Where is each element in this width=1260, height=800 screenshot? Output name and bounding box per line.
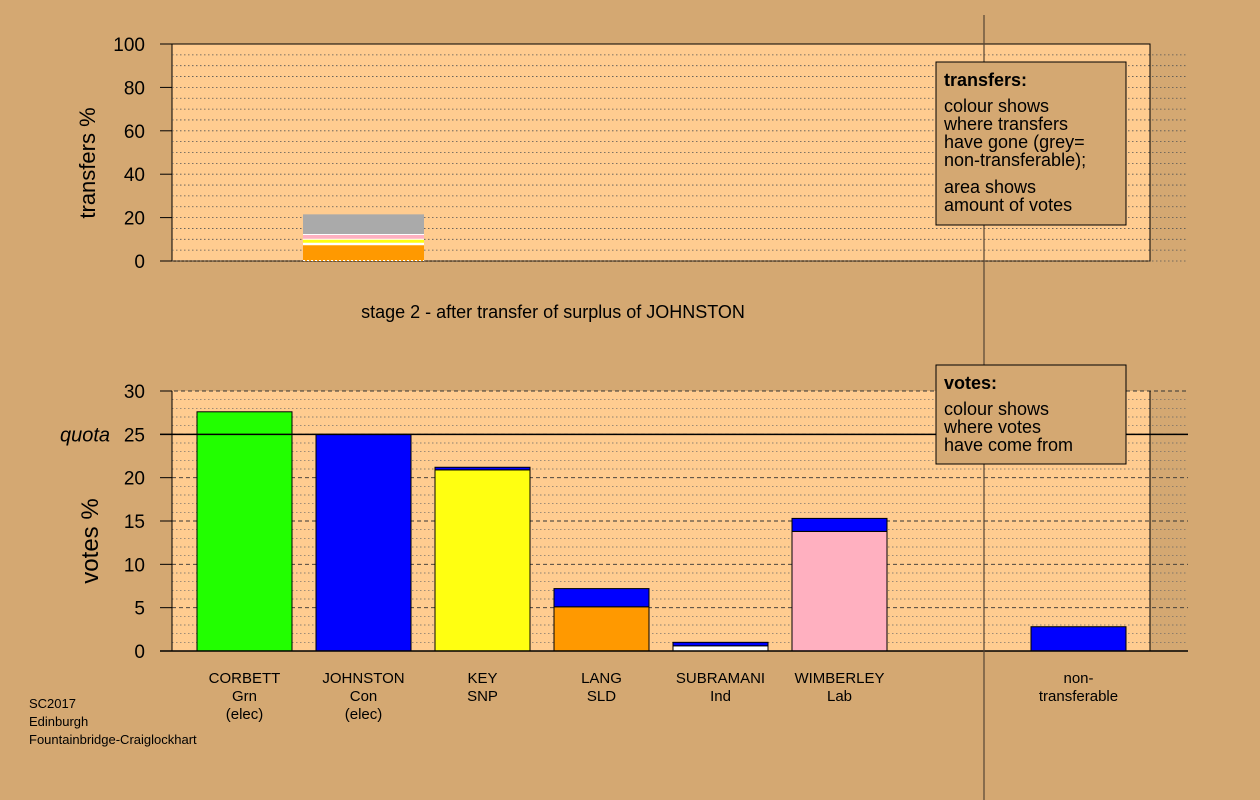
candidate-party: Ind [710,688,731,705]
candidate-bar-corbett [196,411,293,652]
votes-y-tick-label: 15 [124,512,145,533]
candidate-name: WIMBERLEY [794,670,884,687]
transfers-bars [303,214,424,261]
votes-y-tick-label: 10 [124,555,145,576]
candidate-name: CORBETT [209,670,281,687]
vote-segment-lab [791,530,888,652]
vote-segment-con [791,517,888,532]
legend-line: where transfers [943,114,1068,134]
non-transferable-label: transferable [1039,688,1118,705]
footer-election: SC2017 [29,696,76,711]
candidate-name: LANG [581,670,622,687]
vote-segment-con [315,433,412,652]
vote-segment-sld [553,606,650,652]
legend-box [935,364,1127,465]
candidate-party: Grn [232,688,257,705]
candidate-party: SLD [587,688,616,705]
chart-title: stage 2 - after transfer of surplus of J… [361,302,745,322]
votes-y-tick-label: 25 [124,425,145,446]
transfers-y-tick-label: 60 [124,122,145,143]
transfers-y-axis-label: transfers % [75,107,100,218]
non-transferable-label: non- [1063,670,1093,687]
legend-box [935,61,1127,226]
legend-line: area shows [944,177,1036,197]
candidate-bar-wimberley [791,517,888,652]
candidate-bar-lang [553,588,650,652]
legend-title: votes: [944,373,997,393]
legend-line: where votes [943,417,1041,437]
transfer-segment-non_transferable [303,214,424,235]
candidate-bar-johnston [315,433,412,652]
footer-ward: Fountainbridge-Craiglockhart [29,732,197,747]
legend-title: transfers: [944,70,1027,90]
transfer-segment-sld [303,244,424,261]
transfers-y-tick-label: 100 [113,35,145,56]
candidate-bar-subramani [672,641,769,652]
candidate-status: (elec) [345,706,383,723]
candidate-name: SUBRAMANI [676,670,765,687]
legend-line: amount of votes [944,195,1072,215]
candidate-status: (elec) [226,706,264,723]
transfers-y-tick-label: 40 [124,165,145,186]
candidate-name: JOHNSTON [322,670,404,687]
vote-segment-ind [672,645,769,652]
footer-council: Edinburgh [29,714,88,729]
vote-segment-grn [196,411,293,652]
transfers-y-tick-label: 80 [124,78,145,99]
vote-segment-con [1030,626,1127,652]
vote-segment-con [553,588,650,608]
candidate-party: SNP [467,688,498,705]
transfer-segment-ind [303,243,424,245]
transfers-y-ticks: 0 20 40 60 80 100 [113,35,172,273]
transfers-y-tick-label: 0 [134,252,145,273]
vote-segment-snp [434,469,531,652]
vote-segment-con [672,641,769,647]
votes-y-ticks: 0 5 10 15 20 25 30 [124,382,172,663]
candidate-party: Con [350,688,378,705]
votes-y-tick-label: 30 [124,382,145,403]
non-transferable-bar [1030,626,1127,652]
transfer-segment-snp [303,239,424,244]
quota-label: quota [60,424,110,446]
transfer-segment-lab [303,234,424,240]
legend-line: have gone (grey= [944,132,1085,152]
votes-y-tick-label: 0 [134,642,145,663]
candidate-bar-key [434,466,531,652]
votes-bars [196,411,1127,652]
votes-y-axis-label: votes % [77,498,104,583]
legend-line: colour shows [944,96,1049,116]
legend-line: non-transferable); [944,150,1086,170]
vote-segment-con [434,466,531,471]
candidate-name: KEY [467,670,497,687]
votes-y-tick-label: 5 [134,599,145,620]
candidate-party: Lab [827,688,852,705]
votes-y-tick-label: 20 [124,469,145,490]
legend-line: have come from [944,435,1073,455]
candidate-labels: CORBETTGrn(elec)JOHNSTONCon(elec)KEYSNPL… [209,670,1118,723]
transfers-y-tick-label: 20 [124,209,145,230]
legend-line: colour shows [944,399,1049,419]
